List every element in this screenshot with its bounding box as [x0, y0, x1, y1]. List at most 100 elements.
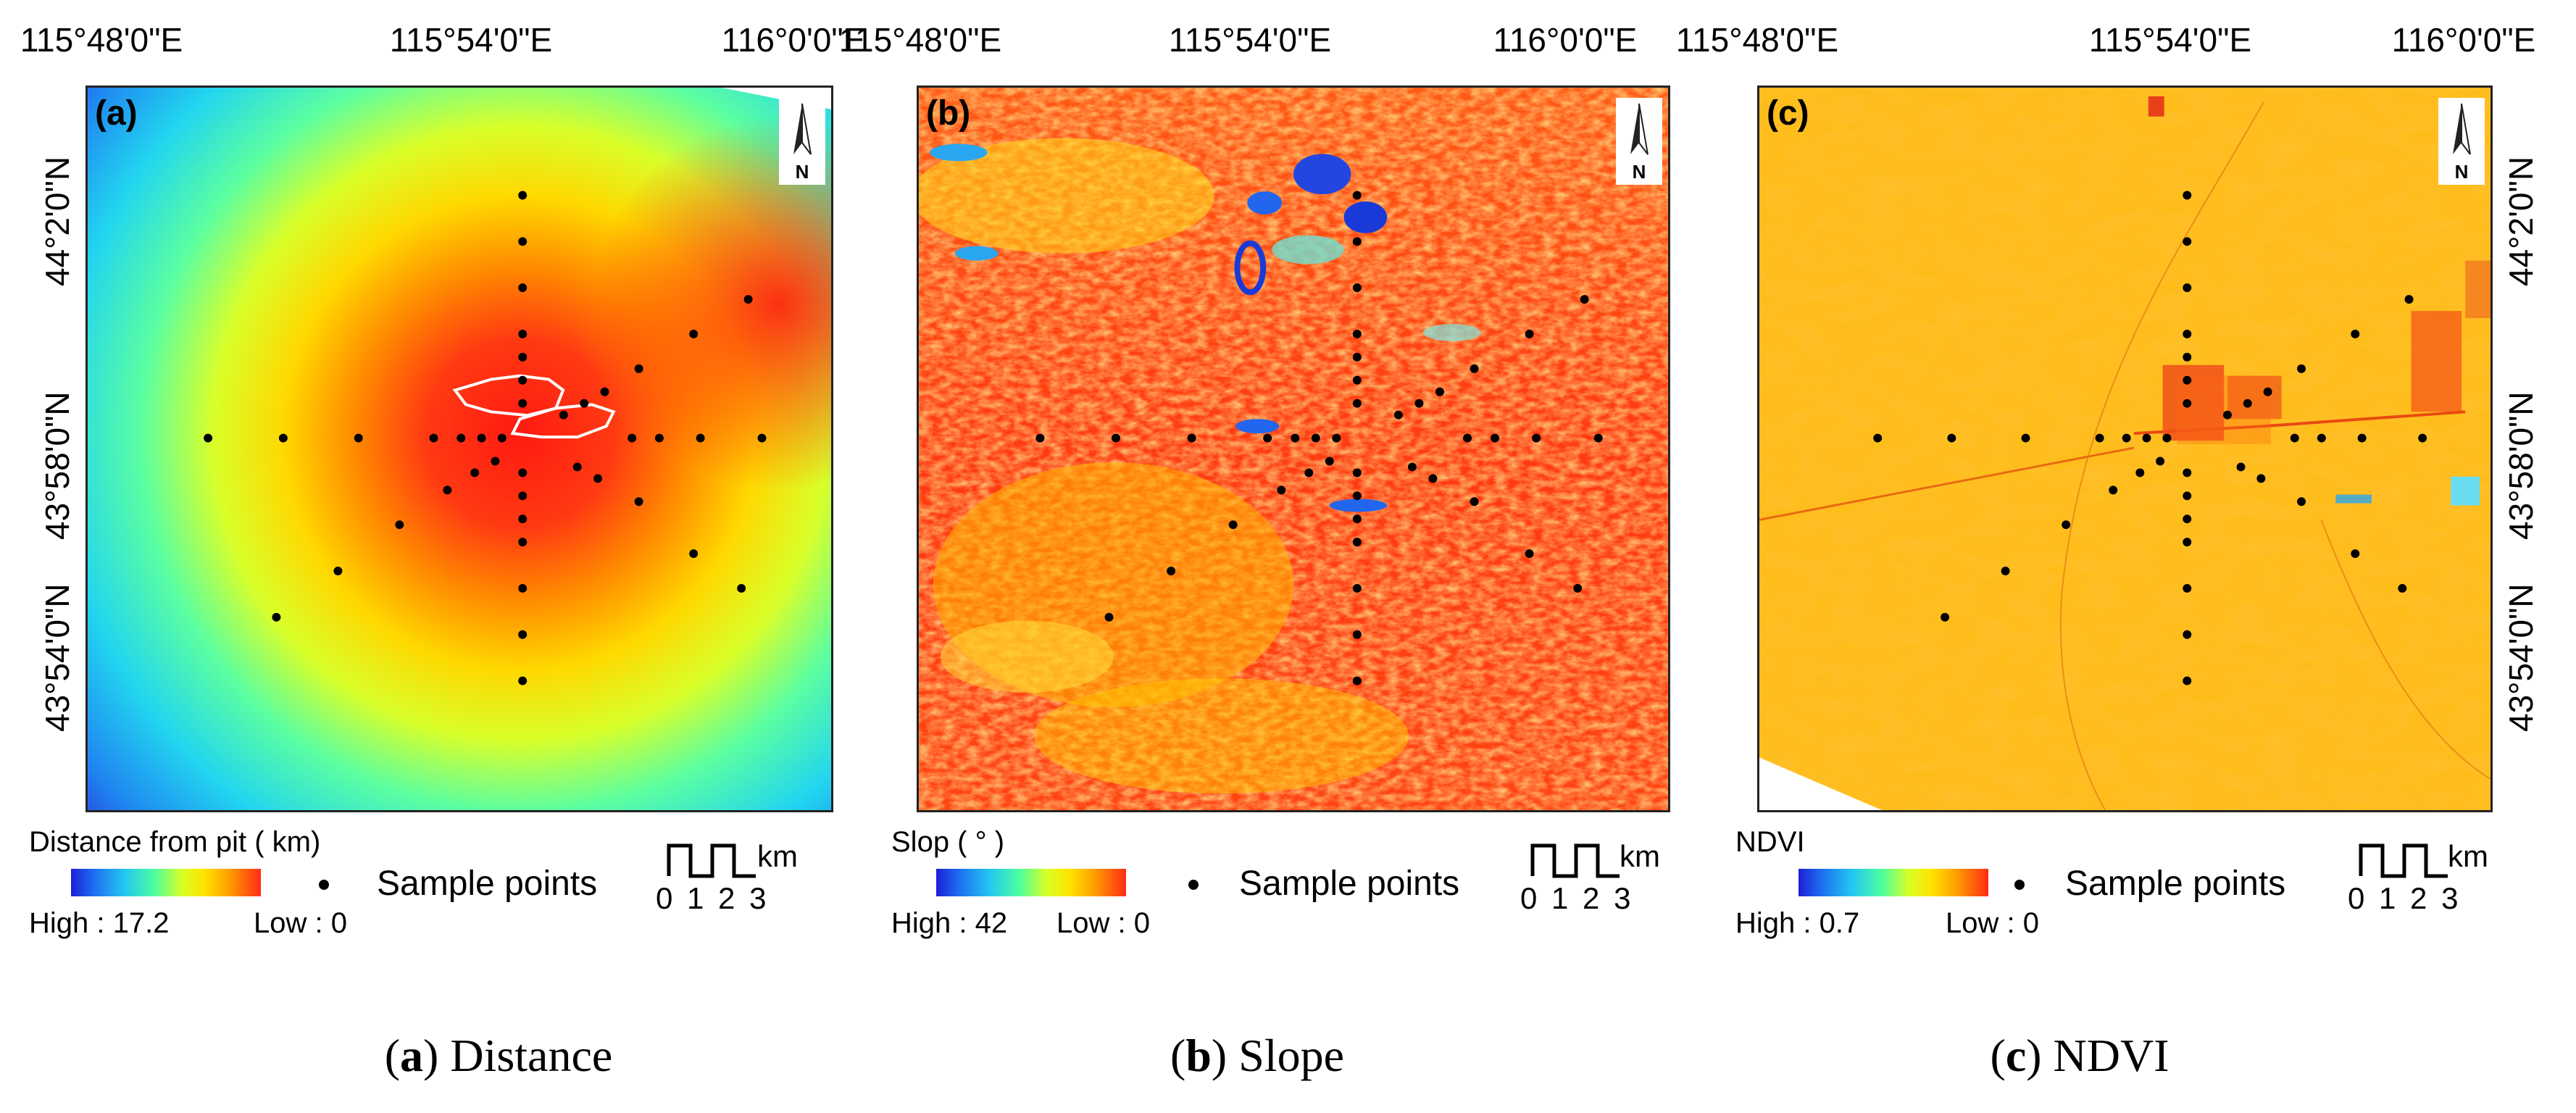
sample-point [628, 433, 637, 443]
sample-point [2183, 676, 2192, 685]
sample-point [1291, 433, 1300, 443]
sample-point [2236, 462, 2246, 472]
map-frame-ndvi: (c) N [1757, 86, 2493, 812]
legend-title: Slop ( ° ) [891, 826, 1005, 858]
sample-point [634, 497, 643, 507]
caption-letter: b [1185, 1030, 1212, 1081]
sample-point [2062, 520, 2071, 530]
sample-point [1352, 399, 1362, 408]
sample-point [1167, 567, 1176, 575]
sample-points-label: Sample points [1239, 864, 1460, 903]
sample-point [518, 676, 528, 685]
sample-point [1228, 520, 1238, 530]
sample-point [2222, 410, 2232, 420]
sample-point [743, 295, 753, 304]
sample-point [634, 364, 643, 373]
sample-point [2243, 399, 2252, 408]
lon-tick-label: 115°54'0"E [1168, 21, 1332, 59]
sample-point [518, 514, 528, 524]
north-letter: N [1632, 161, 1646, 183]
sample-points-label: Sample points [377, 864, 598, 903]
scale-bar-icon [667, 843, 756, 878]
legend-title: Distance from pit ( km) [29, 826, 321, 858]
sample-point [600, 387, 609, 396]
lat-tick-label: 44°2'0"N [2502, 156, 2540, 286]
sample-point [518, 191, 528, 200]
sample-point [2183, 538, 2192, 547]
sample-point [278, 433, 288, 443]
sample-point [1941, 612, 1950, 622]
sample-point [1352, 538, 1362, 547]
low-value-label: Low : 0 [1946, 907, 2039, 939]
sample-point [2183, 514, 2192, 524]
caption-open: ( [1990, 1030, 2006, 1081]
sample-point [1593, 433, 1603, 443]
sample-point [593, 474, 603, 483]
sample-point [518, 329, 528, 338]
sample-point [1525, 549, 1534, 558]
sample-point [1352, 630, 1362, 639]
sample-point [272, 612, 281, 622]
sample-point [1352, 191, 1362, 200]
scale-unit: km [2448, 839, 2488, 873]
slope-raster [919, 88, 1668, 810]
sample-point [1332, 433, 1341, 443]
sample-point [518, 583, 528, 593]
sample-point [696, 433, 705, 443]
sample-point [1325, 457, 1334, 466]
sample-point [1352, 329, 1362, 338]
sample-point [1470, 497, 1479, 507]
lon-tick-label: 116°0'0"E [1493, 21, 1638, 59]
sample-point [518, 491, 528, 501]
panel-a: 115°48'0"E 115°54'0"E 116°0'0"E 44°2'0"N… [0, 0, 865, 1113]
sample-point-icon [319, 880, 329, 890]
sample-point [1352, 491, 1362, 501]
sample-point [559, 410, 568, 420]
lon-tick-label: 115°54'0"E [2088, 21, 2252, 59]
caption-letter: c [2005, 1030, 2027, 1081]
caption-open: ( [384, 1030, 401, 1081]
sample-point [2398, 583, 2407, 593]
sample-point [2183, 237, 2192, 246]
color-ramp [71, 869, 261, 896]
lon-tick-label: 115°54'0"E [389, 21, 553, 59]
low-value-label: Low : 0 [254, 907, 347, 939]
sample-point [580, 399, 589, 408]
ndvi-raster [1759, 88, 2490, 810]
north-letter: N [2454, 161, 2469, 183]
sample-point [1873, 433, 1883, 443]
lon-tick-label: 115°48'0"E [1675, 21, 1839, 59]
sample-point [204, 433, 213, 443]
sample-point [518, 352, 528, 362]
sample-point [2256, 474, 2266, 483]
lat-tick-label: 43°54'0"N [38, 583, 76, 732]
sample-point [1352, 514, 1362, 524]
lon-tick-label: 116°0'0"E [2391, 21, 2536, 59]
sample-point [1947, 433, 1956, 443]
color-ramp [1798, 869, 1988, 896]
lat-tick-label: 43°58'0"N [2502, 391, 2540, 540]
sample-point [1035, 433, 1045, 443]
sample-point [2183, 329, 2192, 338]
sample-point [518, 399, 528, 408]
caption-text: ) Distance [423, 1030, 613, 1081]
lat-tick-label: 44°2'0"N [38, 156, 76, 286]
caption-letter: a [400, 1030, 424, 1081]
panel-label: (b) [926, 94, 971, 133]
sample-point [470, 468, 480, 478]
caption-b: (b) Slope [1170, 1029, 1344, 1083]
high-value-label: High : 0.7 [1735, 907, 1860, 939]
sample-point [518, 375, 528, 385]
legend-title: NDVI [1735, 826, 1805, 858]
sample-point [457, 433, 466, 443]
caption-text: ) NDVI [2026, 1030, 2169, 1081]
sample-point [2297, 364, 2306, 373]
sample-point [737, 583, 746, 593]
color-ramp [936, 869, 1126, 896]
sample-point [2404, 295, 2414, 304]
sample-point [2183, 583, 2192, 593]
sample-point [1352, 468, 1362, 478]
sample-point [1187, 433, 1196, 443]
scale-bar-icon [1530, 843, 1620, 878]
sample-point [354, 433, 363, 443]
